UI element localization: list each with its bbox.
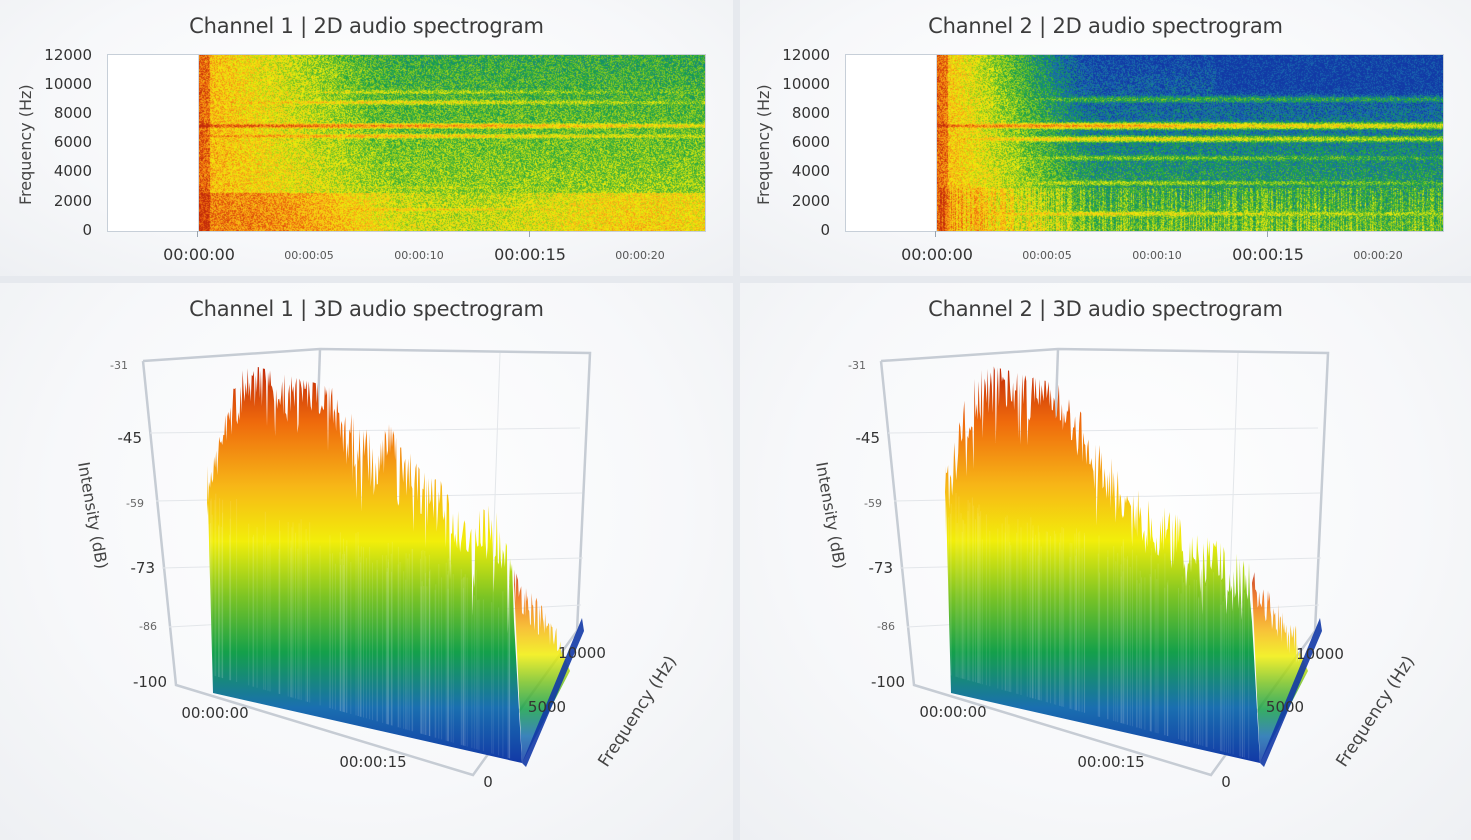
ch1-2d-panel: Channel 1 | 2D audio spectrogram Frequen… (0, 0, 733, 276)
y-tick: 0 (82, 221, 92, 239)
z-tick: -31 (110, 359, 128, 372)
x-tick: 00:00:15 (1077, 753, 1144, 771)
y-tick: 8000 (53, 104, 92, 122)
x-tick: 00:00:00 (919, 703, 986, 721)
chart-title: Channel 1 | 3D audio spectrogram (189, 297, 544, 321)
chart-title: Channel 2 | 2D audio spectrogram (928, 14, 1283, 38)
chart-title: Channel 2 | 3D audio spectrogram (928, 297, 1283, 321)
plot-area[interactable] (107, 54, 706, 232)
x-tick: 00:00:00 (163, 245, 235, 264)
y-tick: 0 (1221, 773, 1231, 791)
z-tick: -86 (139, 620, 157, 633)
chart-title: Channel 1 | 2D audio spectrogram (189, 14, 544, 38)
y-tick: 4000 (791, 162, 830, 180)
y-tick: 2000 (53, 192, 92, 210)
y-tick: 10000 (558, 644, 606, 662)
y-tick: 10000 (1296, 645, 1344, 663)
spectrogram-heatmap (199, 55, 705, 231)
ch2-2d-panel: Channel 2 | 2D audio spectrogram Frequen… (740, 0, 1471, 276)
y-tick: 0 (820, 221, 830, 239)
x-tick: 00:00:20 (615, 249, 665, 262)
ch1-3d-panel: Channel 1 | 3D audio spectrogram (0, 283, 733, 840)
y-tick: 12000 (782, 46, 830, 64)
plot-area[interactable] (845, 54, 1444, 232)
z-tick: -73 (131, 559, 156, 577)
x-tick: 00:00:10 (1132, 249, 1182, 262)
spectrogram-heatmap (937, 55, 1443, 231)
y-axis-label: Frequency (Hz) (1332, 652, 1419, 770)
y-tick: 8000 (791, 104, 830, 122)
x-tick: 00:00:05 (284, 249, 334, 262)
y-tick: 10000 (782, 75, 830, 93)
surface-3d-chart[interactable]: -31 -45 -59 -73 -86 -100 Intensity (dB) … (0, 283, 733, 840)
x-tick: 00:00:15 (339, 753, 406, 771)
x-tick: 00:00:00 (181, 704, 248, 722)
y-tick: 2000 (791, 192, 830, 210)
z-tick: -86 (877, 620, 895, 633)
z-tick: -100 (871, 673, 905, 691)
x-tick: 00:00:05 (1022, 249, 1072, 262)
z-tick: -59 (126, 497, 144, 510)
z-tick: -45 (856, 429, 881, 447)
x-tick: 00:00:20 (1353, 249, 1403, 262)
z-tick: -100 (133, 673, 167, 691)
z-tick: -73 (869, 559, 894, 577)
x-tick: 00:00:15 (494, 245, 566, 264)
y-tick: 10000 (44, 75, 92, 93)
z-tick: -45 (118, 429, 143, 447)
surface-front (945, 366, 1260, 763)
ch2-3d-panel: Channel 2 | 3D audio spectrogram (740, 283, 1471, 840)
y-tick: 6000 (791, 133, 830, 151)
y-tick: 4000 (53, 162, 92, 180)
z-axis-label: Intensity (dB) (74, 460, 112, 570)
y-tick: 12000 (44, 46, 92, 64)
surface-3d-chart[interactable]: -31 -45 -59 -73 -86 -100 Intensity (dB) … (740, 283, 1471, 840)
z-tick: -59 (864, 497, 882, 510)
y-tick: 0 (483, 773, 493, 791)
z-tick: -31 (848, 359, 866, 372)
y-tick: 5000 (1266, 698, 1304, 716)
surface-side (514, 569, 570, 763)
y-tick: 6000 (53, 133, 92, 151)
x-tick: 00:00:10 (394, 249, 444, 262)
z-axis-label: Intensity (dB) (812, 460, 850, 570)
y-tick: 5000 (528, 698, 566, 716)
x-tick: 00:00:15 (1232, 245, 1304, 264)
y-axis-label: Frequency (Hz) (594, 652, 681, 770)
x-tick: 00:00:00 (901, 245, 973, 264)
surface-front (207, 367, 522, 763)
surface-side (1252, 572, 1308, 763)
